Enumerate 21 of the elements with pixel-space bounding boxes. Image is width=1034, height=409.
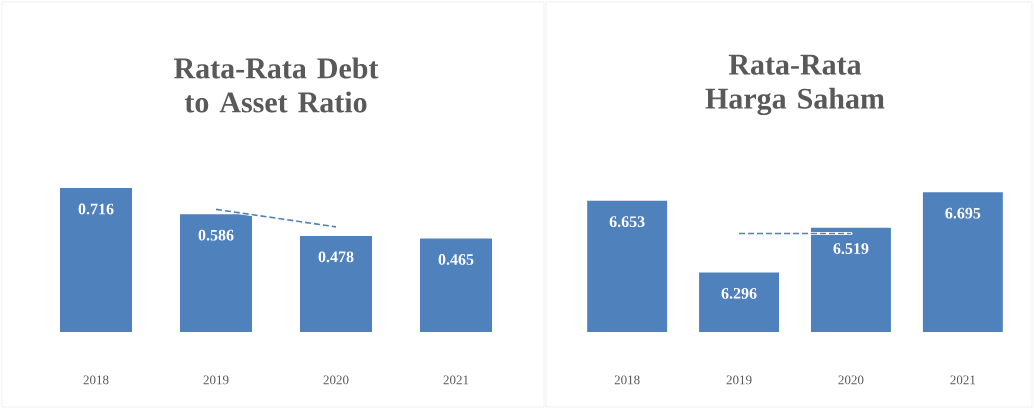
data-label: 6.296 xyxy=(721,288,757,299)
x-tick-label: 2019 xyxy=(726,375,752,385)
x-tick-label: 2020 xyxy=(838,375,864,385)
x-tick-label: 2019 xyxy=(203,375,229,385)
x-tick-label: 2020 xyxy=(323,375,349,385)
data-label: 6.519 xyxy=(833,243,869,255)
data-label: 6.695 xyxy=(945,207,981,219)
x-tick-label: 2021 xyxy=(443,375,469,385)
x-tick-label: 2018 xyxy=(83,375,109,385)
chart-title: Rata-Rata Harga Saham xyxy=(705,54,885,116)
chart-title: Rata-Rata Debt to Asset Ratio xyxy=(174,57,379,113)
data-label: 0.465 xyxy=(438,254,474,265)
bar xyxy=(300,235,373,332)
x-tick-label: 2018 xyxy=(614,375,640,385)
bar xyxy=(420,238,493,332)
data-label: 0.586 xyxy=(198,229,234,241)
data-label: 0.478 xyxy=(318,251,354,263)
data-label: 6.653 xyxy=(609,216,645,228)
bar xyxy=(60,188,133,332)
x-tick-label: 2021 xyxy=(950,375,976,385)
data-label: 0.716 xyxy=(78,203,114,215)
